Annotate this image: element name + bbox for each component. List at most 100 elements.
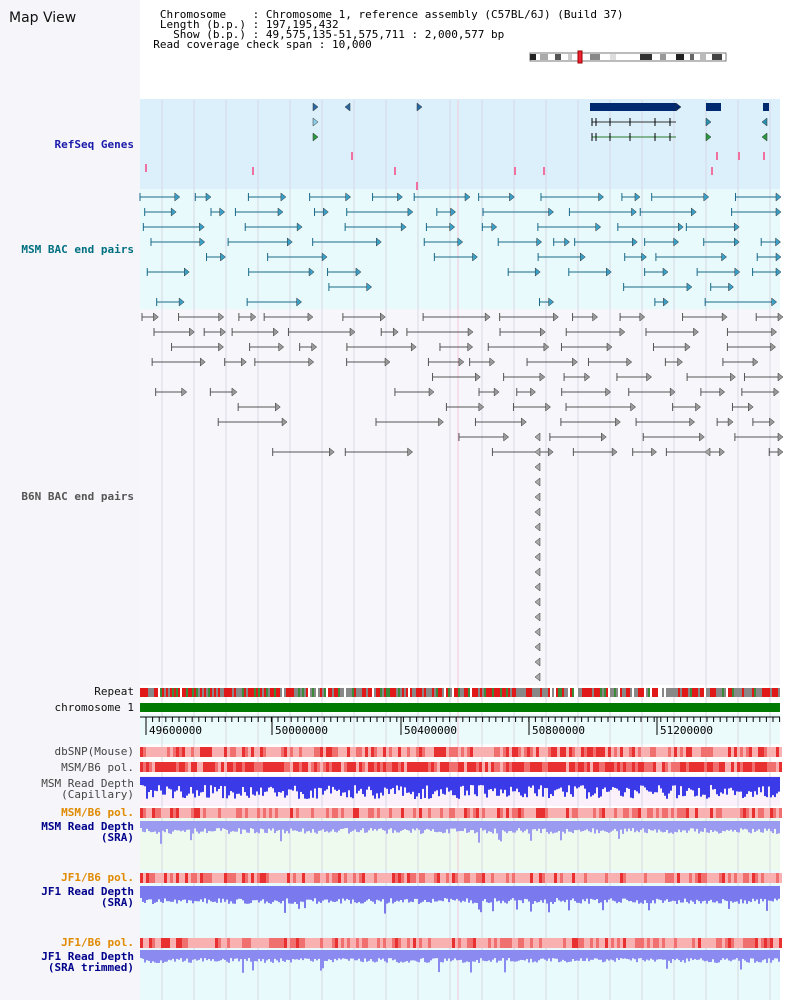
track-label-msm-depth-capillary[interactable]: MSM Read Depth (Capillary) <box>41 777 134 801</box>
track-label-jf1-b6-pol-1[interactable]: JF1/B6 pol. <box>61 871 134 884</box>
depth-bar <box>538 777 540 790</box>
depth-bar <box>306 886 308 900</box>
depth-bar <box>710 886 712 900</box>
heat-cell <box>593 747 596 757</box>
heat-cell <box>734 762 737 772</box>
heat-cell <box>449 747 452 757</box>
depth-bar <box>634 821 636 833</box>
track-label-jf1-b6-pol-2[interactable]: JF1/B6 pol. <box>61 936 134 949</box>
depth-bar <box>338 777 340 790</box>
heat-cell <box>356 747 359 757</box>
repeat-cell <box>284 688 286 697</box>
heat-cell <box>260 747 263 757</box>
depth-bar <box>442 777 444 794</box>
track-label-msm-depth-sra[interactable]: MSM Read Depth (SRA) <box>41 820 134 844</box>
heat-cell <box>377 808 380 818</box>
depth-bar <box>248 950 250 959</box>
depth-bar <box>302 821 304 829</box>
track-label-msm-b6-pol-1[interactable]: MSM/B6 pol. <box>61 761 134 774</box>
heat-cell <box>701 808 704 818</box>
track-label-refseq[interactable]: RefSeq Genes <box>54 138 134 151</box>
depth-bar <box>162 950 164 963</box>
depth-bar <box>242 950 244 973</box>
track-label-jf1-depth-sra[interactable]: JF1 Read Depth (SRA) <box>41 885 134 909</box>
depth-bar <box>530 821 532 841</box>
gene-arrow <box>416 102 423 112</box>
heat-cell <box>221 762 224 772</box>
repeat-cell <box>178 688 180 697</box>
heat-cell <box>404 938 407 948</box>
repeat-cell <box>372 688 374 697</box>
depth-bar <box>202 777 204 792</box>
depth-bar <box>498 886 500 901</box>
depth-bar <box>186 950 188 959</box>
depth-bar <box>606 950 608 960</box>
depth-bar <box>156 777 158 792</box>
heat-cell <box>458 747 461 757</box>
heat-cell <box>770 873 773 883</box>
repeat-cell <box>390 688 392 697</box>
depth-bar <box>338 950 340 959</box>
track-label-msm-b6-pol-2[interactable]: MSM/B6 pol. <box>61 806 134 819</box>
heat-cell <box>536 747 539 757</box>
depth-bar <box>642 950 644 961</box>
depth-bar <box>546 950 548 961</box>
depth-bar <box>646 950 648 960</box>
depth-bar <box>290 950 292 963</box>
bac-pair-arrow <box>592 312 599 322</box>
track-label-b6n-bac[interactable]: B6N BAC end pairs <box>21 490 134 503</box>
heat-cell <box>326 747 329 757</box>
depth-bar <box>274 777 276 793</box>
depth-bar <box>474 886 476 903</box>
heat-cell <box>470 938 473 948</box>
ideogram-band <box>610 54 616 60</box>
heat-cell <box>263 873 266 883</box>
bac-pair-arrow <box>651 447 657 457</box>
repeat-cell <box>490 688 492 697</box>
repeat-cell <box>586 688 588 697</box>
depth-bar <box>698 777 700 788</box>
track-label-jf1-depth-trimmed[interactable]: JF1 Read Depth (SRA trimmed) <box>41 950 134 974</box>
depth-bar <box>414 886 416 899</box>
bac-pair-arrow <box>321 252 328 262</box>
bac-pair-arrow <box>693 327 699 337</box>
heat-cell <box>632 938 635 948</box>
depth-bar <box>778 950 780 962</box>
track-label-repeat[interactable]: Repeat <box>94 685 134 698</box>
depth-bar <box>246 821 248 833</box>
heat-cell <box>758 873 761 883</box>
track-label-msm-bac[interactable]: MSM BAC end pairs <box>21 243 134 256</box>
depth-bar <box>516 777 518 789</box>
repeat-cell <box>302 688 304 697</box>
depth-bar <box>432 886 434 899</box>
heat-cell <box>203 762 206 772</box>
depth-bar <box>718 821 720 834</box>
heat-cell <box>335 873 338 883</box>
depth-bar <box>774 950 776 959</box>
depth-bar <box>156 950 158 963</box>
depth-bar <box>504 777 506 790</box>
repeat-cell <box>324 688 326 697</box>
bac-pair-arrow <box>673 237 680 247</box>
bac-pair-arrow <box>220 327 226 337</box>
heat-cell <box>395 762 398 772</box>
depth-bar <box>366 950 368 962</box>
track-label-dbsnp[interactable]: dbSNP(Mouse) <box>54 745 134 758</box>
heat-cell <box>254 873 257 883</box>
depth-bar <box>588 777 590 793</box>
depth-bar <box>200 886 202 900</box>
repeat-cell <box>422 688 424 697</box>
heat-cell <box>776 808 779 818</box>
heat-cell <box>740 762 743 772</box>
heat-cell <box>200 747 203 757</box>
repeat-cell <box>588 688 590 697</box>
heat-cell <box>377 873 380 883</box>
heat-cell <box>524 938 527 948</box>
heat-cell <box>653 747 656 757</box>
depth-bar <box>406 821 408 830</box>
depth-bar <box>688 950 690 962</box>
bac-pair-arrow <box>534 657 541 667</box>
depth-bar <box>350 950 352 959</box>
heat-cell <box>479 747 482 757</box>
repeat-cell <box>168 688 170 697</box>
